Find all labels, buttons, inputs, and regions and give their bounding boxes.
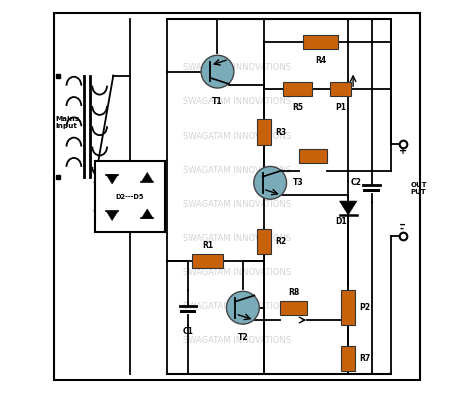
Text: T3: T3 [292, 178, 303, 187]
FancyBboxPatch shape [192, 254, 223, 268]
Text: SWAGATAM INNOVATIONS: SWAGATAM INNOVATIONS [183, 200, 291, 209]
Text: +: + [399, 146, 407, 156]
Text: R1: R1 [202, 241, 213, 250]
Text: SWAGATAM INNOVATIONS: SWAGATAM INNOVATIONS [183, 132, 291, 141]
Text: T2: T2 [237, 333, 248, 342]
Text: -̅: -̅ [401, 224, 405, 233]
Polygon shape [106, 175, 118, 184]
Text: D1: D1 [336, 217, 347, 226]
Circle shape [227, 291, 259, 324]
Text: OUT
PUT: OUT PUT [410, 182, 427, 195]
Text: SWAGATAM INNOVATIONS: SWAGATAM INNOVATIONS [183, 336, 291, 345]
Text: SWAGATAM INNOVATIONS: SWAGATAM INNOVATIONS [183, 268, 291, 277]
FancyBboxPatch shape [280, 301, 307, 315]
FancyBboxPatch shape [330, 82, 351, 96]
Text: T1: T1 [212, 97, 223, 106]
Text: SWAGATAM INNOVATIONS: SWAGATAM INNOVATIONS [183, 302, 291, 311]
FancyBboxPatch shape [341, 290, 355, 325]
Polygon shape [141, 173, 153, 182]
Polygon shape [106, 211, 118, 220]
Text: SWAGATAM INNOVATIONS: SWAGATAM INNOVATIONS [183, 234, 291, 243]
Text: SWAGATAM INNOVATIONS: SWAGATAM INNOVATIONS [183, 166, 291, 174]
Text: R5: R5 [292, 103, 303, 112]
Polygon shape [141, 209, 153, 218]
FancyBboxPatch shape [341, 346, 355, 371]
Text: R2: R2 [275, 237, 286, 246]
Text: Mains
Input: Mains Input [55, 116, 80, 129]
Circle shape [254, 167, 287, 199]
Text: P2: P2 [359, 303, 370, 312]
FancyBboxPatch shape [303, 35, 338, 50]
Polygon shape [340, 201, 357, 215]
Text: P1: P1 [335, 103, 346, 112]
Text: R8: R8 [288, 288, 299, 297]
FancyBboxPatch shape [283, 82, 312, 96]
Bar [180, 310, 196, 313]
Bar [95, 162, 165, 231]
FancyBboxPatch shape [257, 119, 271, 145]
Text: SWAGATAM INNOVATIONS: SWAGATAM INNOVATIONS [183, 63, 291, 72]
Text: D2---D5: D2---D5 [116, 193, 144, 200]
FancyBboxPatch shape [300, 149, 327, 163]
Bar [364, 189, 380, 192]
Text: SWAGATAM INNOVATIONS: SWAGATAM INNOVATIONS [183, 97, 291, 107]
Text: C1: C1 [183, 327, 194, 336]
Text: C2: C2 [351, 178, 362, 187]
Circle shape [201, 55, 234, 88]
Text: R3: R3 [275, 128, 286, 137]
FancyBboxPatch shape [257, 229, 271, 254]
Text: R4: R4 [315, 57, 327, 65]
Text: R7: R7 [359, 354, 370, 363]
